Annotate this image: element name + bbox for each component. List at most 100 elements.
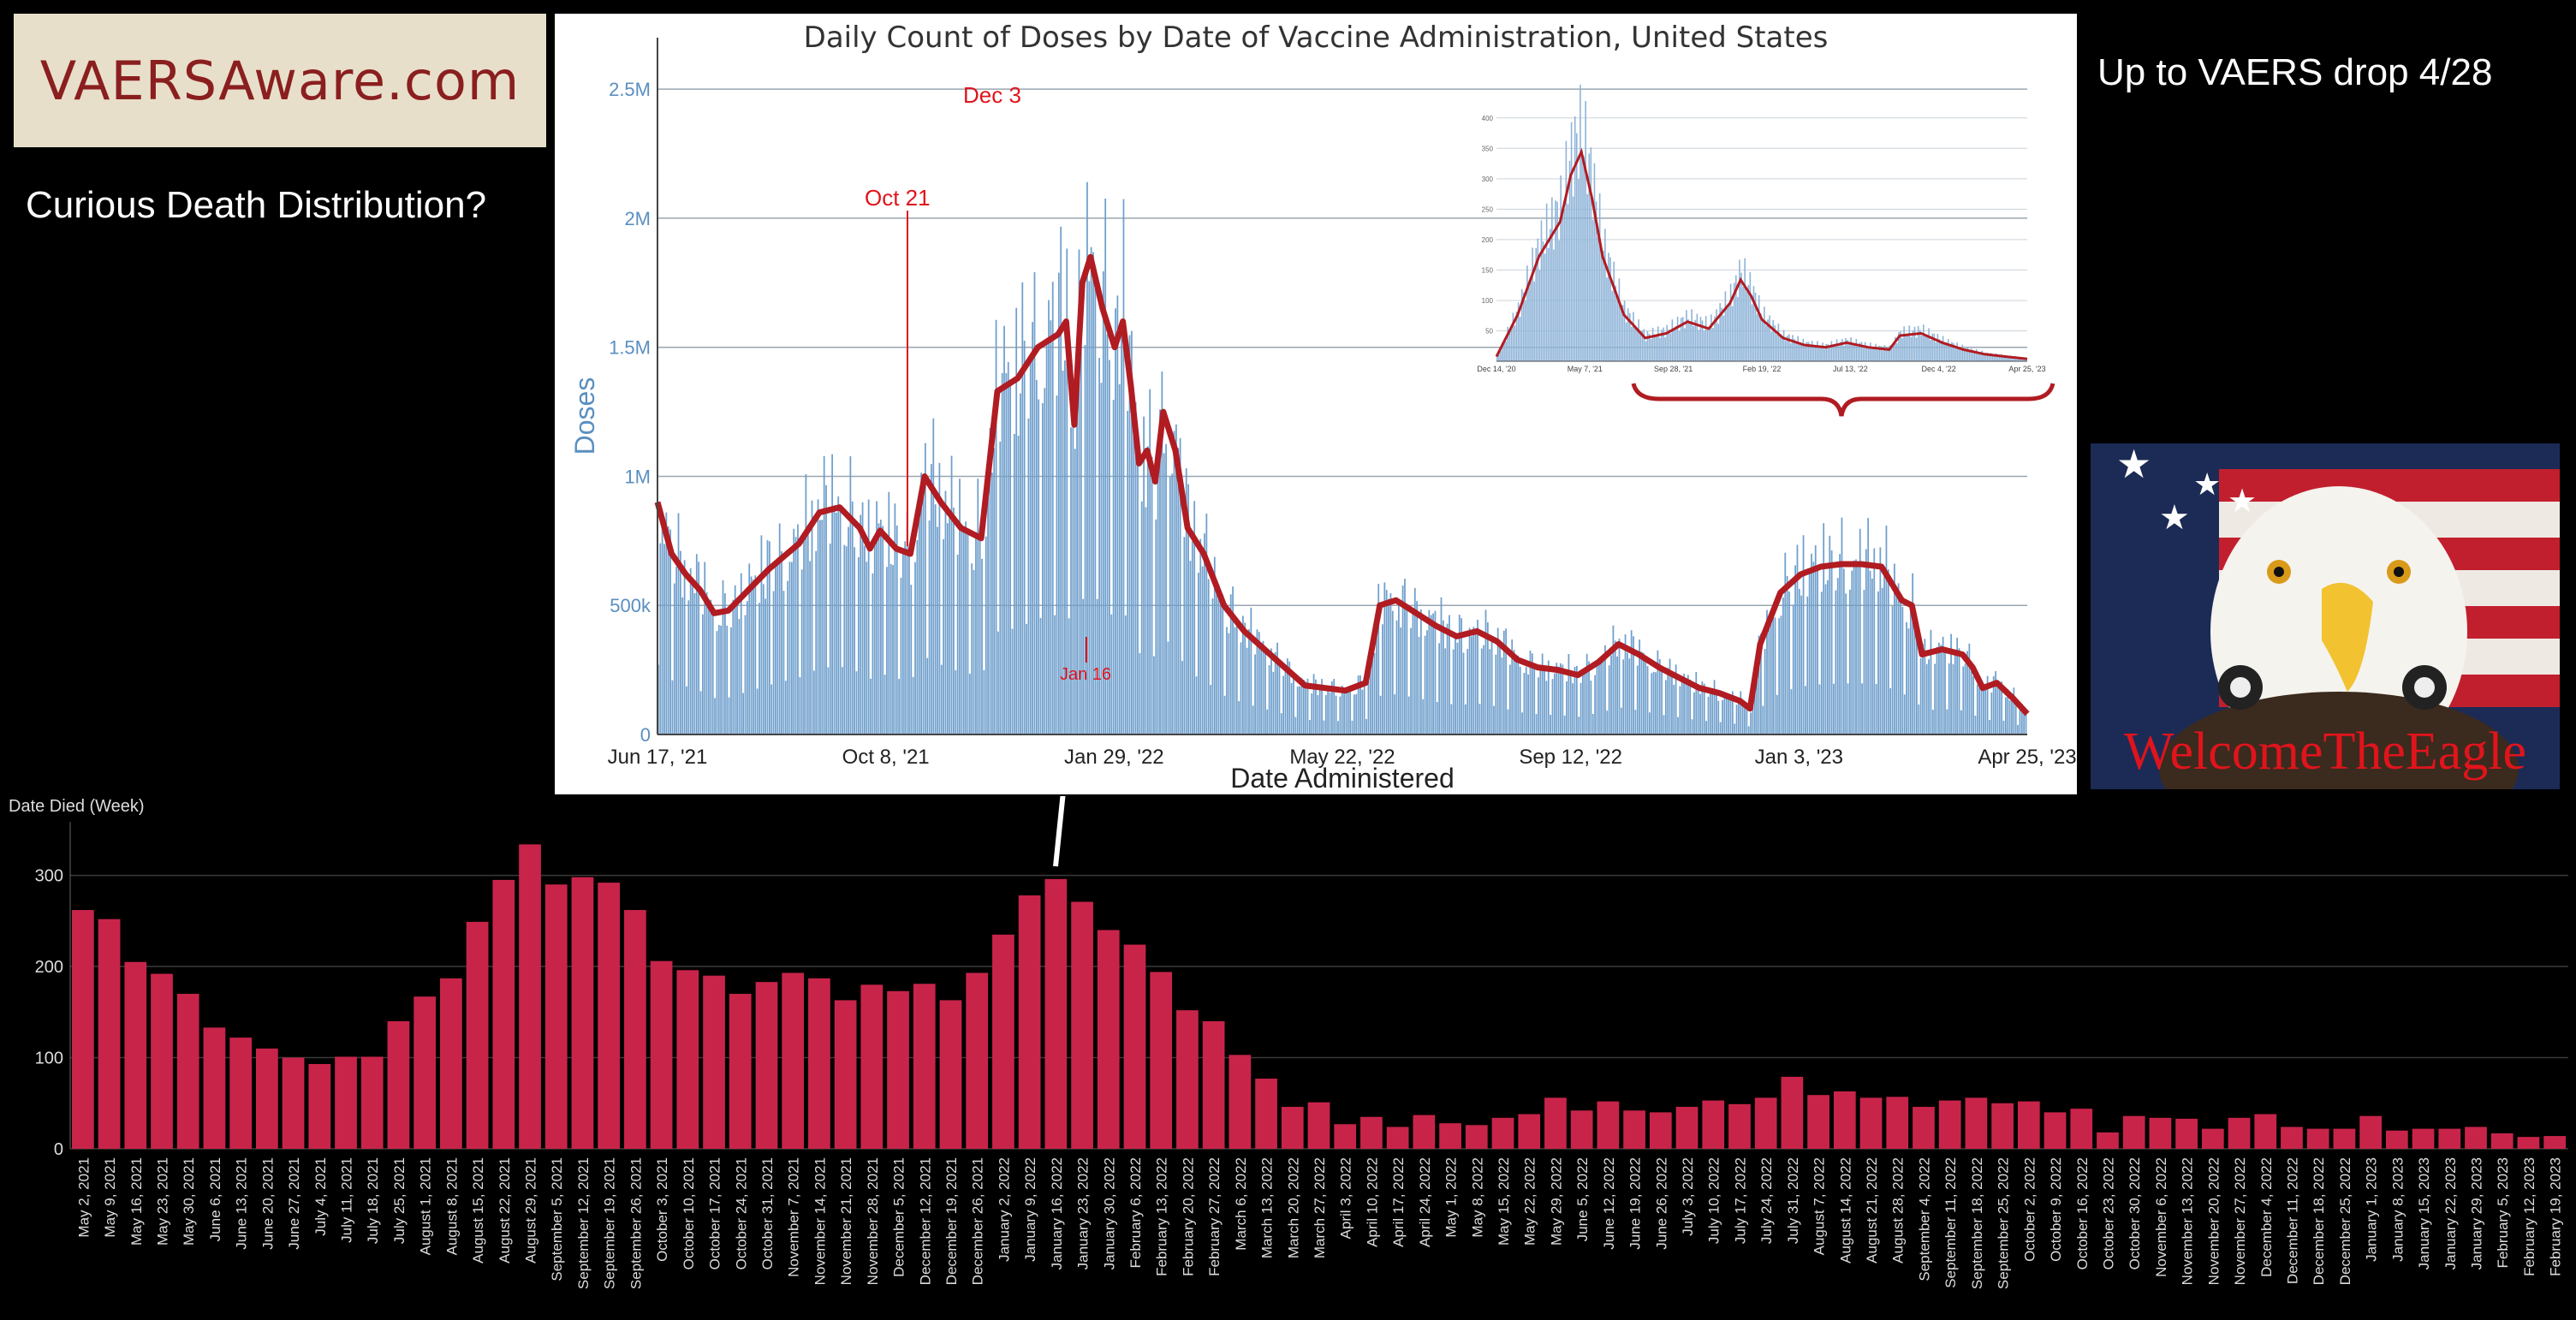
inset-bar — [1572, 196, 1574, 361]
inset-bar — [1925, 335, 1926, 361]
dose-bar — [1318, 686, 1321, 734]
dose-bar — [1683, 674, 1685, 734]
deaths-x-tick-label: September 18, 2022 — [1969, 1157, 1985, 1289]
dose-bar — [1566, 681, 1568, 734]
dose-bar — [1916, 627, 1918, 734]
inset-bar — [1586, 193, 1588, 361]
death-bar — [282, 1057, 305, 1149]
dose-bar — [1347, 689, 1349, 734]
deaths-x-tick-label: April 10, 2022 — [1364, 1157, 1380, 1247]
deaths-x-tick-label: August 21, 2022 — [1864, 1157, 1880, 1264]
inset-bar — [1676, 317, 1679, 361]
dose-bar — [1005, 373, 1008, 734]
dose-bar — [876, 501, 878, 734]
inset-y-tick-label: 250 — [1482, 205, 1494, 213]
dose-bar — [973, 569, 975, 734]
dose-bar — [1189, 561, 1192, 734]
inset-bar — [1651, 327, 1654, 361]
dose-bar — [1118, 384, 1121, 734]
dose-bar — [2025, 710, 2027, 734]
inset-bar — [2004, 355, 2006, 361]
inset-bar — [1538, 270, 1541, 361]
dose-bar — [667, 526, 669, 734]
inset-bar — [1616, 298, 1619, 361]
death-bar — [2122, 1115, 2145, 1149]
death-bar — [1439, 1123, 1461, 1149]
inset-bar — [1981, 350, 1983, 361]
dose-bar — [1556, 663, 1558, 734]
dose-bar — [1551, 679, 1554, 734]
dose-bar — [1246, 647, 1248, 734]
inset-bar — [1847, 340, 1848, 361]
dose-bar — [1695, 671, 1698, 734]
dose-bar — [1226, 627, 1228, 734]
dose-bar — [985, 536, 987, 734]
death-bar — [1360, 1116, 1383, 1149]
dose-bar — [1406, 610, 1408, 734]
inset-bar — [1585, 100, 1586, 361]
death-bar — [335, 1056, 357, 1149]
dose-bar — [1764, 649, 1766, 734]
dose-bar — [803, 532, 805, 734]
dose-bar — [1382, 624, 1383, 734]
dose-bar — [895, 525, 898, 734]
dose-bar — [1634, 710, 1637, 734]
dose-bar — [1474, 632, 1477, 734]
dose-bar — [772, 591, 775, 734]
inset-bar — [1772, 320, 1774, 361]
deaths-x-tick-label: November 21, 2021 — [838, 1157, 854, 1285]
inset-bar — [1650, 339, 1652, 361]
dose-bar — [1560, 663, 1562, 734]
dose-bar — [878, 523, 880, 734]
dose-bar — [1199, 538, 1202, 734]
death-bar — [2438, 1128, 2461, 1149]
dose-bar — [1948, 663, 1950, 734]
dose-bar — [716, 631, 718, 734]
dose-bar — [1418, 637, 1420, 734]
dose-bar — [825, 485, 827, 734]
dose-bar — [1642, 652, 1645, 734]
inset-bar — [1714, 316, 1716, 361]
dose-bar — [1495, 654, 1497, 734]
svg-text:★: ★ — [2228, 484, 2257, 520]
inset-bar — [1520, 288, 1523, 361]
inset-bar — [1926, 334, 1928, 361]
inset-bar — [1913, 326, 1916, 361]
death-bar — [1675, 1107, 1698, 1149]
dose-bar — [1744, 707, 1746, 734]
dose-bar — [698, 562, 700, 734]
dose-bar — [1039, 617, 1042, 734]
dose-bar — [1187, 484, 1189, 734]
death-bar — [1044, 878, 1068, 1149]
death-bar — [913, 984, 936, 1149]
inset-bar — [1717, 324, 1719, 361]
inset-bar — [1641, 330, 1644, 361]
death-bar — [308, 1063, 331, 1149]
dose-bar — [1798, 588, 1800, 734]
dose-bar — [1127, 410, 1129, 734]
dose-bar — [864, 545, 866, 734]
deaths-chart-title: Date Died (Week) — [9, 797, 145, 816]
dose-bar — [1818, 684, 1821, 734]
inset-bar — [1701, 320, 1704, 361]
inset-bar — [1540, 220, 1543, 361]
deaths-x-tick-label: January 8, 2023 — [2389, 1157, 2406, 1262]
inset-bar — [1945, 342, 1948, 361]
inset-bar — [1986, 353, 1989, 361]
dose-bar — [1205, 513, 1208, 734]
inset-bar — [1603, 250, 1604, 361]
dose-bar — [1624, 634, 1627, 734]
dose-bar — [1919, 657, 1922, 734]
deaths-x-tick-label: May 16, 2021 — [128, 1157, 145, 1246]
inset-bar — [1825, 343, 1827, 361]
dose-bar — [2019, 709, 2021, 734]
inset-y-tick-label: 100 — [1482, 297, 1494, 305]
deaths-x-tick-label: October 30, 2022 — [2127, 1157, 2143, 1269]
dose-bar — [1879, 547, 1882, 734]
inset-x-tick-label: Sep 28, '21 — [1654, 365, 1693, 373]
inset-bar — [1769, 315, 1770, 361]
dose-bar — [1110, 614, 1113, 734]
death-bar — [729, 994, 752, 1149]
dose-bar — [1827, 580, 1829, 734]
death-bar — [1018, 895, 1041, 1149]
